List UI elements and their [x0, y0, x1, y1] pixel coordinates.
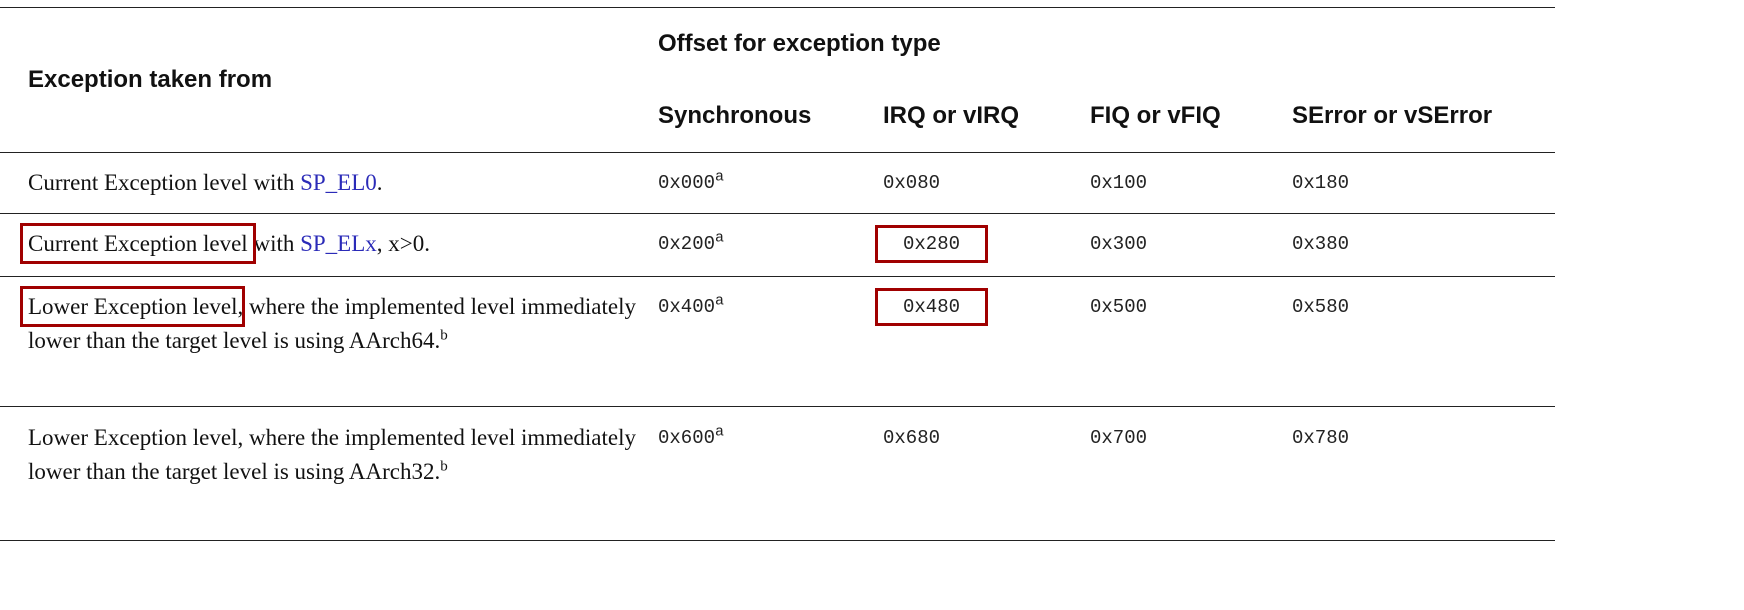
- text: Lower Exception level, where the impleme…: [28, 425, 636, 484]
- offset: 0x380: [1292, 233, 1350, 255]
- footnote-mark: a: [715, 168, 725, 186]
- offset: 0x580: [1292, 296, 1350, 318]
- offset-cell: 0x480: [874, 276, 1090, 407]
- column-header: IRQ or vIRQ: [883, 102, 1020, 129]
- offset: 0x180: [1292, 172, 1350, 194]
- offset-cell: 0x380: [1292, 213, 1556, 277]
- source-cell: Lower Exception level, where the impleme…: [0, 406, 658, 541]
- offset: 0x500: [1090, 296, 1148, 318]
- footnote-mark: a: [715, 292, 725, 310]
- table-row: Current Exception level with SP_ELx, x>0…: [0, 213, 1556, 277]
- highlight: 0x280: [874, 225, 989, 263]
- table-row: Lower Exception level, where the impleme…: [0, 276, 1556, 407]
- column-header: FIQ or vFIQ: [1090, 102, 1221, 129]
- offset-cell: 0x680: [883, 406, 1090, 541]
- offset-cell: 0x200a: [658, 213, 883, 277]
- highlight: Lower Exception level: [19, 286, 246, 327]
- offset: 0x200: [658, 233, 716, 255]
- header-row: Exception taken from Offset for exceptio…: [0, 7, 1556, 153]
- offset-cell: 0x180: [1292, 152, 1556, 214]
- group-header: Offset for exception type: [658, 7, 1556, 80]
- text: , where the implemented level immediatel…: [28, 294, 637, 353]
- offset: 0x700: [1090, 427, 1148, 449]
- offset-cell: 0x400a: [658, 276, 883, 407]
- offset-cell: 0x080: [883, 152, 1090, 214]
- offset: 0x000: [658, 172, 716, 194]
- footnote-mark: a: [715, 423, 725, 441]
- offset-cell: 0x780: [1292, 406, 1556, 541]
- source-cell: Current Exception level with SP_EL0.: [0, 152, 658, 214]
- offset-cell: 0x500: [1090, 276, 1292, 407]
- column-header: SError or vSError: [1292, 102, 1493, 129]
- offset-cell: 0x300: [1090, 213, 1292, 277]
- offset: 0x780: [1292, 427, 1350, 449]
- table-row: Lower Exception level, where the impleme…: [0, 406, 1556, 541]
- source-cell: Lower Exception level, where the impleme…: [0, 276, 658, 407]
- row-header: Exception taken from: [0, 7, 658, 153]
- source-cell: Current Exception level with SP_ELx, x>0…: [0, 213, 658, 277]
- offset: 0x300: [1090, 233, 1148, 255]
- header-row: Synchronous IRQ or vIRQ FIQ or vFIQ SErr…: [0, 80, 1555, 153]
- offset-cell: 0x280: [874, 213, 1090, 277]
- link[interactable]: SP_ELx: [300, 231, 377, 256]
- footnote-mark: b: [440, 327, 448, 344]
- link[interactable]: SP_EL0: [300, 170, 377, 195]
- text: with: [247, 231, 301, 256]
- offset: 0x680: [883, 427, 941, 449]
- text: Current Exception level with: [28, 170, 301, 195]
- offset-cell: 0x600a: [658, 406, 883, 541]
- offset-cell: 0x700: [1090, 406, 1292, 541]
- footnote-mark: a: [715, 229, 725, 247]
- text: .: [376, 170, 383, 195]
- footnote-mark: b: [440, 458, 448, 475]
- offset-cell: 0x580: [1292, 276, 1556, 407]
- table-row: Current Exception level with SP_EL0. 0x0…: [0, 152, 1556, 214]
- column-header: Synchronous: [658, 102, 812, 129]
- highlight: 0x480: [874, 288, 989, 326]
- offset: 0x400: [658, 296, 716, 318]
- highlight: Current Exception level: [20, 223, 256, 264]
- offset-cell: 0x000a: [658, 152, 883, 214]
- offset: 0x080: [883, 172, 941, 194]
- offset: 0x100: [1090, 172, 1148, 194]
- offset-cell: 0x100: [1090, 152, 1292, 214]
- offset: 0x600: [658, 427, 716, 449]
- text: , x>0.: [376, 231, 431, 256]
- offset-table: Exception taken from Offset for exceptio…: [0, 7, 1556, 541]
